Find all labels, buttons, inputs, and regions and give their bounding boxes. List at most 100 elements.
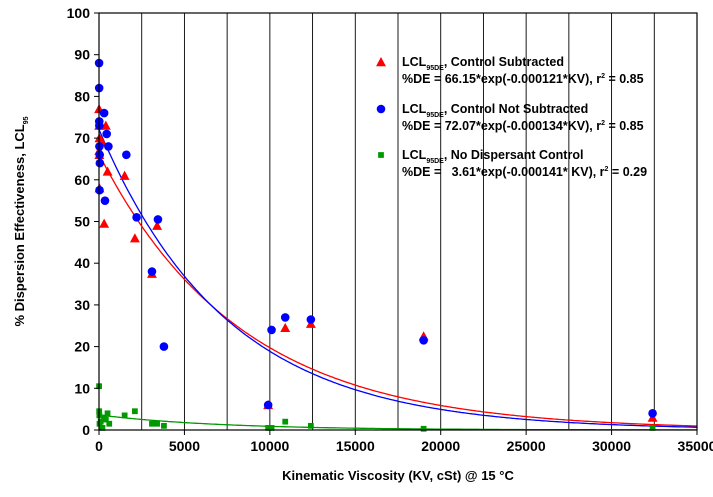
- legend-name-sub: 95DE: [426, 112, 444, 119]
- y-tick-label: 90: [74, 47, 90, 63]
- legend: LCL95DE, Control Subtracted%DE = 66.15*e…: [376, 55, 647, 179]
- data-point: [102, 129, 111, 139]
- legend-marker: [376, 104, 386, 114]
- data-point: [648, 409, 657, 418]
- data-point: [99, 218, 110, 228]
- y-tick-label: 80: [74, 88, 90, 104]
- y-tick-label: 40: [74, 255, 90, 271]
- data-point: [95, 150, 104, 160]
- legend-name-sub: 95DE: [426, 158, 444, 165]
- legend-equation-sup: 2: [601, 73, 605, 80]
- data-point: [154, 420, 160, 427]
- legend-equation: %DE = 3.61*exp(-0.000141* KV), r2 = 0.29: [402, 165, 647, 179]
- data-point: [152, 220, 163, 230]
- y-tick-label: 20: [74, 339, 90, 355]
- data-point: [649, 425, 656, 431]
- x-tick-label: 0: [95, 438, 103, 454]
- legend-equation-main: %DE = 3.61*exp(-0.000141* KV), r: [402, 165, 605, 179]
- legend-equation-main: %DE = 66.15*exp(-0.000121*KV), r: [402, 72, 601, 86]
- data-point: [263, 400, 273, 410]
- data-point: [268, 425, 275, 431]
- data-point: [159, 342, 169, 351]
- vertical-gridlines: [141, 13, 655, 430]
- data-point: [119, 170, 130, 180]
- data-point: [104, 142, 113, 151]
- legend-series-name: LCL95DE, Control Not Subtracted: [402, 102, 588, 119]
- x-tick-label: 35000: [678, 438, 713, 454]
- legend-name-main: LCL: [402, 55, 427, 69]
- x-axis-title: Kinematic Viscosity (KV, cSt) @ 15 °C: [282, 468, 514, 483]
- data-point: [161, 422, 167, 429]
- y-tick-label: 0: [82, 422, 90, 438]
- y-tick-label: 50: [74, 214, 90, 230]
- data-point: [280, 313, 290, 322]
- legend-entry: LCL95DE, Control Subtracted%DE = 66.15*e…: [376, 55, 644, 86]
- legend-entry: LCL95DE, Control Not Subtracted%DE = 72.…: [376, 102, 644, 133]
- data-point: [122, 150, 131, 160]
- y-axis-title-main: % Dispersion Effectiveness, LCL: [12, 124, 27, 326]
- legend-equation-sup: 2: [601, 120, 605, 127]
- data-point: [280, 322, 291, 333]
- y-tick-label: 30: [74, 297, 90, 313]
- y-tick-label: 70: [74, 130, 90, 146]
- data-point: [132, 408, 138, 415]
- data-point: [95, 158, 105, 168]
- data-point: [267, 325, 276, 335]
- y-axis-ticks: 0 10 20 30 40 50 60 70 80 90 100: [67, 5, 99, 438]
- legend-equation-end: = 0.85: [605, 119, 644, 133]
- legend-entry: LCL95DE, No Dispersant Control%DE = 3.61…: [378, 148, 647, 179]
- x-tick-label: 10000: [250, 438, 289, 454]
- legend-equation: %DE = 66.15*exp(-0.000121*KV), r2 = 0.85: [402, 72, 644, 86]
- data-point: [121, 412, 128, 419]
- x-tick-label: 25000: [507, 438, 546, 454]
- fit-curve: [98, 129, 697, 428]
- x-tick-label: 20000: [421, 438, 460, 454]
- data-point: [153, 215, 163, 224]
- legend-series-name: LCL95DE, Control Subtracted: [402, 55, 564, 72]
- legend-name-main: LCL: [402, 102, 427, 116]
- y-tick-label: 100: [67, 5, 91, 21]
- legend-marker: [378, 152, 384, 158]
- data-point: [102, 166, 113, 176]
- data-point: [104, 410, 111, 417]
- fit-curve: [98, 153, 697, 427]
- data-point: [420, 425, 427, 432]
- x-tick-label: 5000: [169, 438, 200, 454]
- data-point: [99, 108, 109, 118]
- data-point: [147, 267, 157, 276]
- legend-equation-end: = 0.29: [608, 165, 647, 179]
- x-tick-label: 15000: [336, 438, 375, 454]
- data-point: [100, 120, 111, 130]
- legend-equation-end: = 0.85: [605, 72, 644, 86]
- data-point: [306, 315, 316, 324]
- legend-name-suffix: , Control Subtracted: [444, 55, 564, 69]
- data-point: [100, 196, 110, 205]
- legend-name-suffix: , Control Not Subtracted: [444, 102, 588, 116]
- data-point: [419, 336, 428, 345]
- legend-name-sub: 95DE: [426, 65, 444, 72]
- data-point: [129, 233, 140, 243]
- data-point: [265, 425, 272, 431]
- legend-marker: [376, 57, 386, 67]
- y-tick-label: 10: [74, 380, 90, 396]
- x-axis-ticks: 0 5000 10000 15000 20000 25000 30000 35000: [95, 430, 713, 454]
- data-point: [99, 425, 106, 431]
- legend-equation-main: %DE = 72.07*exp(-0.000134*KV), r: [402, 119, 601, 133]
- y-tick-label: 60: [74, 172, 90, 188]
- y-axis-title: % Dispersion Effectiveness, LCL95: [12, 116, 30, 326]
- data-point: [132, 213, 141, 222]
- data-point: [102, 416, 109, 423]
- data-point: [149, 420, 155, 427]
- legend-equation: %DE = 72.07*exp(-0.000134*KV), r2 = 0.85: [402, 119, 644, 133]
- data-point: [307, 422, 314, 429]
- data-point: [97, 418, 104, 425]
- data-point: [282, 418, 289, 425]
- legend-name-main: LCL: [402, 148, 427, 162]
- legend-equation-sup: 2: [605, 166, 609, 173]
- y-axis-title-subscript: 95: [23, 116, 30, 124]
- legend-series-name: LCL95DE, No Dispersant Control: [402, 148, 583, 165]
- legend-name-suffix: , No Dispersant Control: [444, 148, 584, 162]
- x-tick-label: 30000: [592, 438, 631, 454]
- data-point: [106, 420, 113, 427]
